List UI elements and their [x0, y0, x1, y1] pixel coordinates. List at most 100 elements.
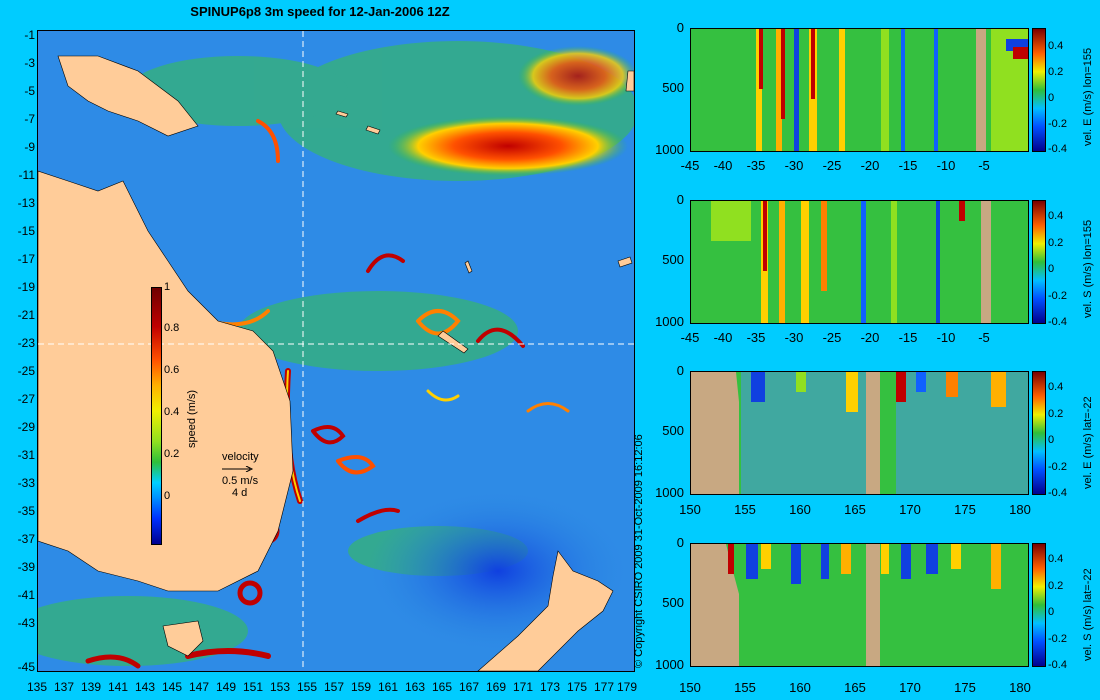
panel-2-x-tick: -45	[680, 330, 700, 345]
velocity-legend-duration: 4 d	[232, 487, 248, 499]
lon-tick: 179	[616, 680, 638, 694]
velocity-legend-title: velocity	[222, 451, 259, 463]
lat-tick: -9	[24, 140, 35, 154]
colorbar-tick: -0.4	[1048, 659, 1067, 671]
speed-colorbar-tick: 0.6	[164, 364, 180, 376]
panel-4-y-tick: 500	[662, 595, 684, 610]
lat-tick: -7	[24, 112, 35, 126]
panel-4-colorbar	[1032, 543, 1046, 667]
panel-2-x-tick: -35	[746, 330, 766, 345]
speed-colorbar-tick: 0	[164, 490, 171, 502]
lon-tick: 177	[593, 680, 615, 694]
panel-1-x-tick: -30	[784, 158, 804, 173]
panel-1-label: vel. E (m/s) lon=155	[1082, 47, 1094, 146]
panel-3-x-tick: 175	[954, 502, 976, 517]
speed-map-graphic	[38, 31, 634, 671]
velocity-legend: velocity 0.5 m/s 4 d	[222, 451, 259, 499]
lon-tick: 173	[539, 680, 561, 694]
panel-2-x-tick: -40	[713, 330, 733, 345]
panel-4-x-tick: 160	[789, 680, 811, 695]
colorbar-tick: 0.2	[1048, 66, 1064, 78]
lon-tick: 161	[377, 680, 399, 694]
lon-tick: 159	[350, 680, 372, 694]
lon-tick: 165	[431, 680, 453, 694]
panel-2-x-tick: -15	[898, 330, 918, 345]
lon-tick: 141	[107, 680, 129, 694]
lon-tick: 163	[404, 680, 426, 694]
lat-tick: -33	[17, 476, 35, 490]
lon-tick: 157	[323, 680, 345, 694]
lon-tick: 151	[242, 680, 264, 694]
lat-tick: -11	[18, 168, 35, 182]
lat-tick: -25	[17, 364, 35, 378]
panel-2-x-tick: -20	[860, 330, 880, 345]
panel-4-label: vel. S (m/s) lat=-22	[1082, 568, 1094, 661]
lat-tick: -19	[17, 280, 35, 294]
lat-tick: -39	[17, 560, 35, 574]
panel-4-y-tick: 0	[676, 535, 684, 550]
lon-tick: 147	[188, 680, 210, 694]
panel-2-label: vel. S (m/s) lon=155	[1082, 219, 1094, 318]
lon-tick: 155	[296, 680, 318, 694]
lat-tick: -17	[17, 252, 35, 266]
speed-colorbar-tick: 0.2	[164, 448, 180, 460]
lat-tick: -37	[17, 532, 35, 546]
colorbar-tick: 0.2	[1048, 580, 1064, 592]
plot-title: SPINUP6p8 3m speed for 12-Jan-2006 12Z	[190, 4, 450, 19]
speed-colorbar-title: speed (m/s)	[186, 389, 198, 448]
panel-3-x-tick: 165	[844, 502, 866, 517]
panel-1-x-tick: -40	[713, 158, 733, 173]
section-panel-1[interactable]	[690, 28, 1029, 152]
panel-1-y-tick: 0	[676, 20, 684, 35]
panel-2-y-tick: 500	[662, 252, 684, 267]
lon-tick: 171	[512, 680, 534, 694]
lon-tick: 175	[566, 680, 588, 694]
panel-3-label: vel. E (m/s) lat=-22	[1082, 396, 1094, 489]
lat-tick: -13	[17, 196, 35, 210]
colorbar-tick: 0	[1048, 606, 1055, 618]
colorbar-tick: -0.2	[1048, 290, 1067, 302]
panel-3-x-tick: 155	[734, 502, 756, 517]
colorbar-tick: -0.2	[1048, 118, 1067, 130]
panel-1-x-tick: -20	[860, 158, 880, 173]
speed-colorbar	[151, 287, 162, 545]
colorbar-tick: 0.2	[1048, 237, 1064, 249]
panel-4-y-tick: 1000	[655, 657, 684, 672]
speed-colorbar-tick: 1	[164, 281, 171, 293]
panel-3-graphic	[691, 372, 1028, 494]
lon-tick: 167	[458, 680, 480, 694]
panel-3-x-tick: 150	[679, 502, 701, 517]
colorbar-tick: 0.4	[1048, 381, 1064, 393]
colorbar-tick: 0.4	[1048, 210, 1064, 222]
colorbar-tick: 0.4	[1048, 40, 1064, 52]
lon-tick: 145	[161, 680, 183, 694]
lat-tick: -31	[17, 448, 35, 462]
lon-tick: 137	[53, 680, 75, 694]
lat-tick: -41	[17, 588, 35, 602]
lat-tick: -21	[17, 308, 35, 322]
lat-tick: -45	[17, 660, 35, 674]
colorbar-tick: -0.4	[1048, 316, 1067, 328]
panel-3-y-tick: 1000	[655, 485, 684, 500]
speed-map[interactable]	[37, 30, 635, 672]
panel-2-colorbar	[1032, 200, 1046, 324]
panel-1-x-tick: -35	[746, 158, 766, 173]
panel-3-colorbar	[1032, 371, 1046, 495]
lon-tick: 153	[269, 680, 291, 694]
panel-4-x-tick: 150	[679, 680, 701, 695]
panel-4-x-tick: 165	[844, 680, 866, 695]
section-panel-4[interactable]	[690, 543, 1029, 667]
panel-2-graphic	[691, 201, 1028, 323]
lat-tick: -43	[17, 616, 35, 630]
lat-tick: -29	[17, 420, 35, 434]
lon-tick: 143	[134, 680, 156, 694]
panel-1-y-tick: 500	[662, 80, 684, 95]
panel-3-x-tick: 180	[1009, 502, 1031, 517]
colorbar-tick: 0	[1048, 263, 1055, 275]
section-panel-3[interactable]	[690, 371, 1029, 495]
panel-2-x-tick: -30	[784, 330, 804, 345]
lon-tick: 169	[485, 680, 507, 694]
section-panel-2[interactable]	[690, 200, 1029, 324]
panel-2-x-tick: -25	[822, 330, 842, 345]
panel-3-x-tick: 160	[789, 502, 811, 517]
